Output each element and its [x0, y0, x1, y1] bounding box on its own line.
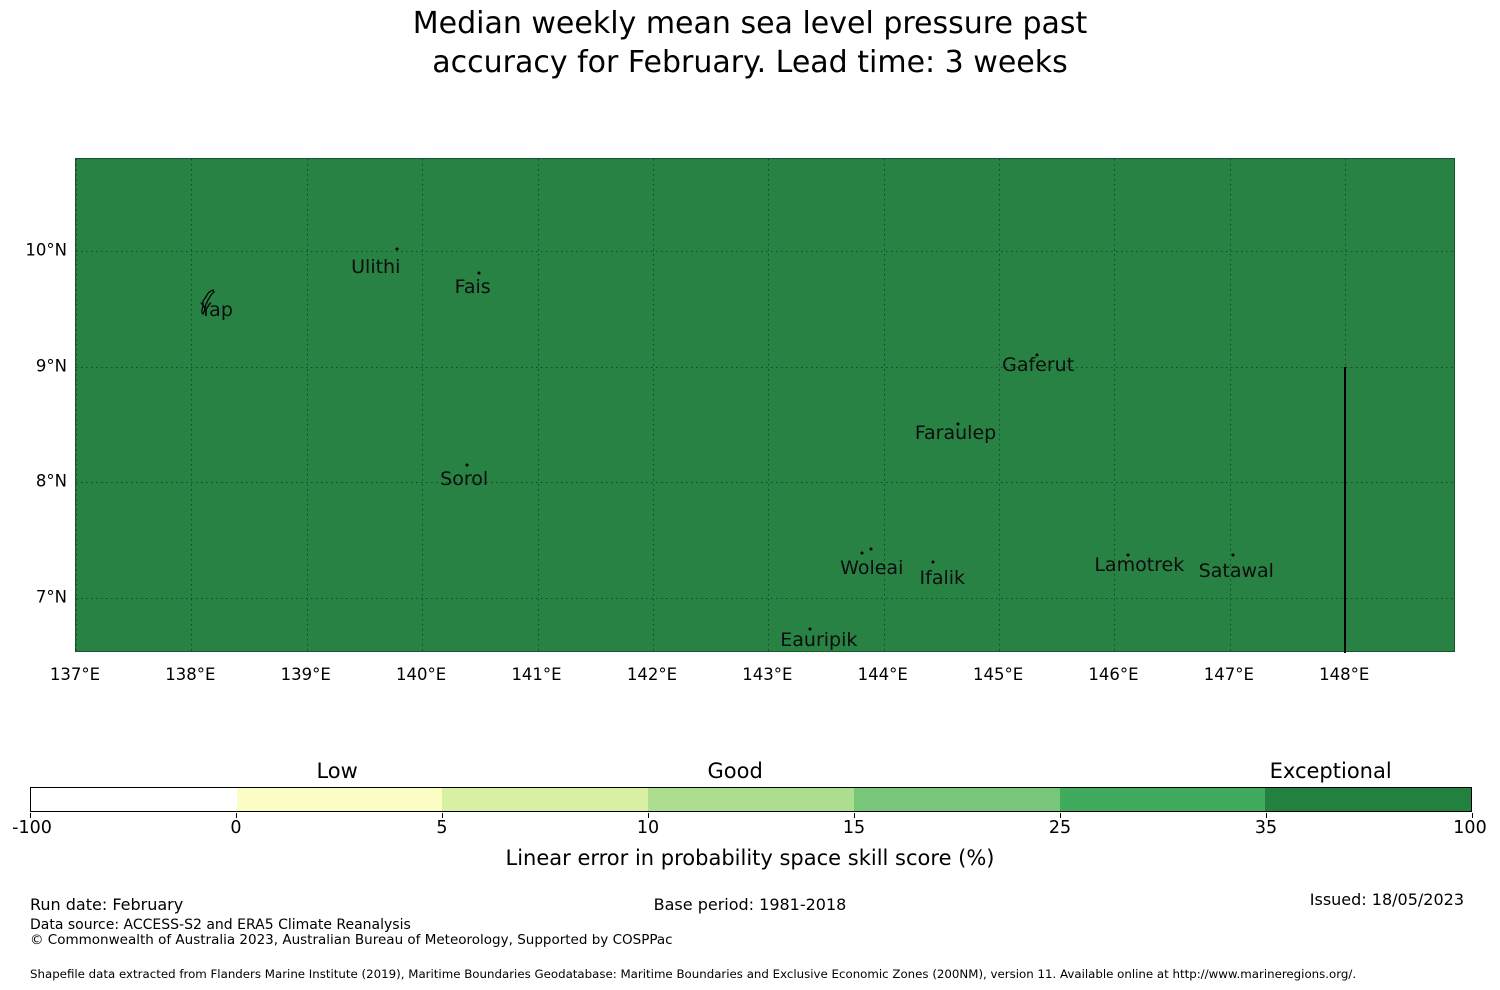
colorbar-tick [1472, 813, 1473, 818]
island-dot [808, 627, 812, 631]
x-axis-tick-label: 145°E [972, 665, 1024, 684]
island-label-faraulep: Faraulep [914, 422, 997, 445]
chart-title-line1: Median weekly mean sea level pressure pa… [412, 6, 1088, 41]
island-label-ulithi: Ulithi [351, 256, 401, 279]
colorbar-segment [1265, 788, 1471, 811]
island-dot [931, 560, 935, 564]
colorbar-tick-label: 10 [636, 818, 660, 838]
colorbar-tick [1060, 813, 1061, 818]
colorbar [30, 787, 1472, 812]
gridline-meridian [76, 159, 77, 651]
gridline-meridian [1229, 159, 1231, 651]
colorbar-axis-label: Linear error in probability space skill … [505, 846, 995, 870]
gridline-parallel [76, 597, 1454, 599]
gridline-meridian [422, 159, 424, 651]
colorbar-category-label: Exceptional [1269, 759, 1392, 783]
island-label-sorol: Sorol [440, 467, 489, 490]
colorbar-tick [236, 813, 237, 818]
colorbar-segment [31, 788, 237, 811]
island-dot [869, 547, 873, 551]
x-axis-tick-label: 143°E [742, 665, 793, 684]
colorbar-tick [442, 813, 443, 818]
gridline-parallel [76, 251, 1454, 253]
x-axis-tick-label: 139°E [280, 665, 331, 684]
x-axis-tick-label: 137°E [49, 665, 101, 684]
colorbar-segment [442, 788, 649, 811]
island-outline [198, 289, 218, 319]
y-axis-tick-label: 10°N [25, 240, 67, 260]
x-axis-tick-label: 138°E [165, 665, 216, 684]
x-axis-tick-label: 144°E [857, 665, 908, 684]
island-label-ifalik: Ifalik [919, 566, 966, 589]
colorbar-tick [648, 813, 649, 818]
colorbar-tick-label: 15 [842, 818, 866, 838]
colorbar-tick-label: 0 [230, 818, 242, 838]
island-dot [956, 422, 960, 426]
island-dot [860, 551, 864, 555]
island-dot [1231, 553, 1235, 557]
island-label-woleai: Woleai [840, 556, 904, 579]
island-label-eauripik: Eauripik [780, 628, 858, 651]
x-axis-tick-label: 142°E [626, 665, 677, 684]
x-axis-tick-label: 140°E [396, 665, 447, 684]
gridline-meridian [652, 159, 654, 651]
colorbar-tick [30, 813, 31, 818]
gridline-meridian [768, 159, 770, 651]
island-label-satawal: Satawal [1198, 559, 1274, 582]
x-axis-tick-label: 147°E [1203, 665, 1254, 684]
colorbar-segment [648, 788, 854, 811]
gridline-meridian [883, 159, 885, 651]
colorbar-segment [236, 788, 443, 811]
run-date-text: Run date: February [30, 895, 184, 914]
colorbar-tick-label: 100 [1453, 818, 1487, 838]
gridline-meridian [999, 159, 1001, 651]
island-dot [465, 463, 469, 467]
data-source-text: Data source: ACCESS-S2 and ERA5 Climate … [30, 917, 411, 933]
x-axis-tick-label: 141°E [511, 665, 562, 684]
island-dot [1126, 553, 1130, 557]
gridline-meridian [1114, 159, 1116, 651]
island-label-yap: Yap [200, 299, 233, 322]
y-axis-tick-label: 7°N [35, 587, 67, 607]
x-axis-tick-label: 148°E [1319, 665, 1370, 684]
colorbar-tick-label: 5 [436, 818, 448, 838]
gridline-meridian [306, 159, 308, 651]
colorbar-tick-label: -100 [12, 818, 52, 838]
colorbar-tick [1266, 813, 1267, 818]
island-label-lamotrek: Lamotrek [1094, 553, 1185, 576]
island-label-fais: Fais [454, 276, 491, 299]
island-label-gaferut: Gaferut [1002, 354, 1075, 377]
colorbar-tick [854, 813, 855, 818]
island-dot [477, 271, 481, 275]
issued-date-text: Issued: 18/05/2023 [1309, 890, 1464, 909]
maritime-boundary-line [1344, 366, 1347, 653]
colorbar-segment [853, 788, 1060, 811]
x-axis-tick-label: 146°E [1088, 665, 1139, 684]
island-dot [1035, 353, 1039, 357]
gridline-parallel [76, 482, 1454, 484]
colorbar-tick-label: 25 [1048, 818, 1072, 838]
chart-title: Median weekly mean sea level pressure pa… [0, 4, 1500, 82]
colorbar-tick-label: 35 [1254, 818, 1278, 838]
gridline-parallel [76, 366, 1454, 368]
map-plot-area: Yap Ulithi Fais Sorol Gaferut Faraulep Woleai I… [75, 158, 1455, 653]
y-axis-tick-label: 8°N [35, 471, 67, 491]
colorbar-category-label: Good [707, 759, 763, 783]
copyright-text: © Commonwealth of Australia 2023, Austra… [30, 932, 673, 948]
y-axis-tick-label: 9°N [35, 356, 67, 376]
colorbar-segment [1059, 788, 1266, 811]
chart-title-line2: accuracy for February. Lead time: 3 week… [432, 45, 1068, 80]
colorbar-category-label: Low [316, 759, 358, 783]
island-dot [395, 247, 399, 251]
base-period-text: Base period: 1981-2018 [653, 895, 847, 914]
shapefile-note-text: Shapefile data extracted from Flanders M… [30, 967, 1357, 981]
gridline-meridian [537, 159, 539, 651]
gridline-meridian [191, 159, 193, 651]
